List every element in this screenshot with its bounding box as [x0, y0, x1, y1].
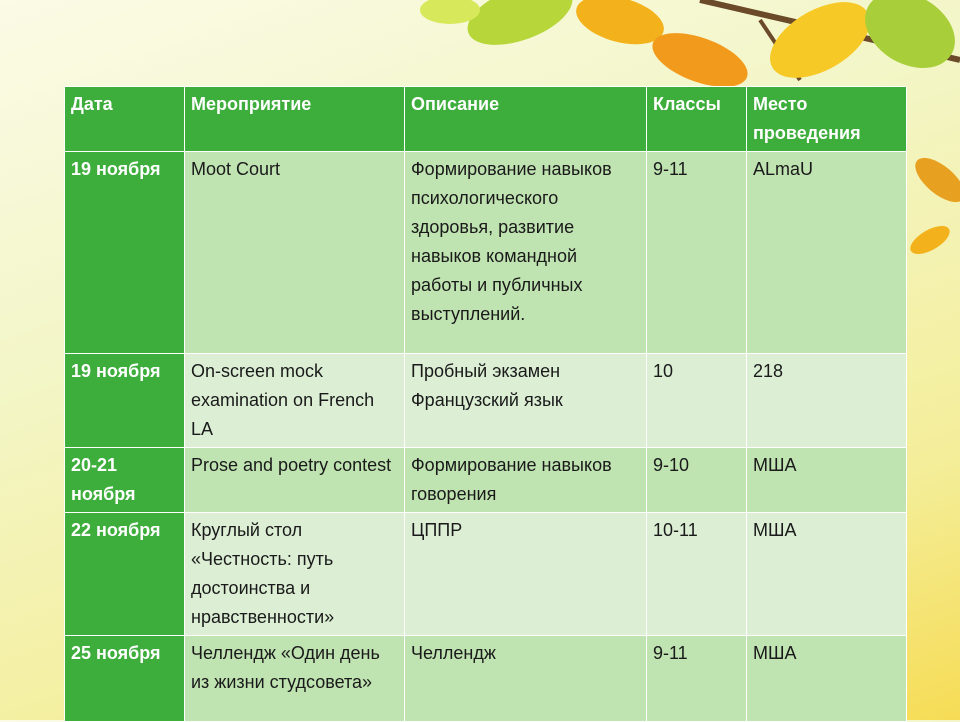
leaf: [915, 157, 960, 203]
leaf: [865, 0, 955, 68]
table-cell: ALmaU: [746, 151, 907, 354]
table-cell: 10-11: [646, 512, 747, 636]
table-cell: Челлендж: [404, 635, 647, 722]
leaf: [652, 33, 748, 87]
header-cell: Дата: [64, 86, 185, 152]
header-cell: Мероприятие: [184, 86, 405, 152]
date-cell: 22 ноября: [64, 512, 185, 636]
leaf: [576, 0, 664, 45]
table-cell: 218: [746, 353, 907, 448]
leaf: [770, 2, 870, 78]
table-cell: 10: [646, 353, 747, 448]
table-cell: On-screen mock examination on French LA: [184, 353, 405, 448]
table-cell: МША: [746, 512, 907, 636]
date-cell: 20-21 ноября: [64, 447, 185, 513]
table-cell: ЦППР: [404, 512, 647, 636]
table-cell: МША: [746, 635, 907, 722]
table-cell: 9-11: [646, 151, 747, 354]
table-cell: 9-11: [646, 635, 747, 722]
header-cell: Классы: [646, 86, 747, 152]
header-cell: Место проведения: [746, 86, 907, 152]
table-cell: Moot Court: [184, 151, 405, 354]
leaf: [467, 0, 573, 45]
date-cell: 19 ноября: [64, 151, 185, 354]
table-row: 20-21 ноября Prose and poetry contest Форм…: [64, 447, 907, 513]
table-cell: МША: [746, 447, 907, 513]
leaf: [910, 226, 950, 254]
table-row: 19 ноября On-screen mock examination on F…: [64, 353, 907, 448]
date-cell: 25 ноября: [64, 635, 185, 722]
table-row: 25 ноября Челлендж «Один день из жизни ст…: [64, 635, 907, 722]
table-row: 22 ноября Круглый стол «Честность: путь д…: [64, 512, 907, 636]
table-cell: Челлендж «Один день из жизни студсовета»: [184, 635, 405, 722]
header-row: Дата Мероприятие Описание Классы Место прове…: [64, 86, 907, 152]
table-cell: Пробный экзамен Французский язык: [404, 353, 647, 448]
leaf: [420, 0, 480, 24]
table-cell: Prose and poetry contest: [184, 447, 405, 513]
table-row: 19 ноября Moot Court Формирование навыков …: [64, 151, 907, 354]
table-cell: Формирование навыков говорения: [404, 447, 647, 513]
table-cell: Формирование навыков психологического зд…: [404, 151, 647, 354]
table-cell: Круглый стол «Честность: путь достоинств…: [184, 512, 405, 636]
table-cell: 9-10: [646, 447, 747, 513]
schedule-table: Дата Мероприятие Описание Классы Место прове…: [64, 86, 907, 722]
header-cell: Описание: [404, 86, 647, 152]
date-cell: 19 ноября: [64, 353, 185, 448]
